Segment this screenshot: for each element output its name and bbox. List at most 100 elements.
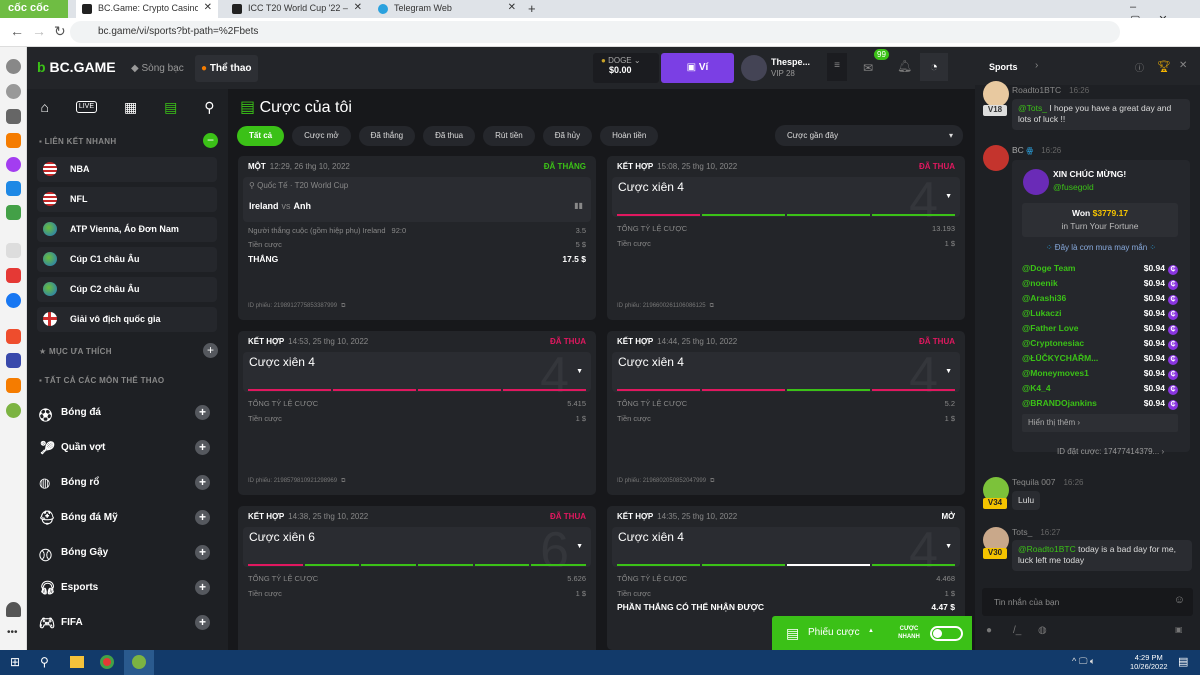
recipient-name[interactable]: @Lukaczi — [1022, 308, 1062, 318]
quick-link-item[interactable]: Cúp C1 châu Âu — [37, 247, 217, 272]
tab-bcgame[interactable]: BC.Game: Crypto Casino Gam ✕ — [76, 0, 218, 18]
rain-bet-id[interactable]: ID đặt cược: 17477414379... › — [1057, 447, 1165, 456]
show-more-button[interactable]: Hiển thị thêm › — [1022, 414, 1178, 432]
sport-item[interactable]: ⚽︎ Bóng đá + — [37, 403, 220, 423]
reload-icon[interactable]: ↻ — [54, 23, 66, 39]
copy-icon[interactable]: ⧉ — [341, 303, 346, 309]
add-sport-button[interactable]: + — [195, 475, 210, 490]
new-tab-button[interactable]: + — [528, 1, 536, 16]
file-explorer-icon[interactable] — [70, 656, 84, 668]
add-icon[interactable] — [6, 243, 21, 258]
trophy-icon[interactable]: 🏆︎ — [1157, 61, 1171, 73]
caret-down-icon[interactable]: ▼ — [576, 543, 583, 550]
recipient-name[interactable]: @K4_4 — [1022, 383, 1051, 393]
sport-item[interactable]: ⛑︎ Bóng đá Mỹ + — [37, 508, 220, 528]
quick-link-item[interactable]: NBA — [37, 157, 217, 182]
chrome-icon[interactable] — [100, 655, 114, 669]
rain-icon[interactable]: ● — [986, 625, 993, 636]
stats-icon[interactable]: ▮▮ — [574, 201, 583, 210]
close-tab-icon[interactable]: ✕ — [353, 2, 362, 13]
recipient-name[interactable]: @Arashi36 — [1022, 293, 1067, 303]
avatar[interactable] — [983, 81, 1009, 107]
caret-down-icon[interactable]: ▼ — [576, 368, 583, 375]
history-icon[interactable] — [6, 84, 21, 99]
combo-box[interactable]: 4 Cược xiên 4 ▼ — [612, 527, 960, 567]
currency-selector[interactable]: ● DOGE ⌄ $0.00 — [593, 53, 659, 83]
mention[interactable]: @Tots_ — [1018, 103, 1047, 113]
wallet-button[interactable]: ▣ Ví — [661, 53, 734, 83]
sort-select[interactable]: Cược gần đây ▾ — [775, 125, 963, 146]
emoji-icon[interactable]: ☺ — [1173, 594, 1185, 606]
bell-icon[interactable]: 🔔︎ — [897, 59, 913, 73]
copy-icon[interactable]: ⧉ — [710, 478, 715, 484]
back-icon[interactable]: ← — [10, 23, 24, 39]
command-icon[interactable]: /_ — [1013, 625, 1022, 636]
quick-bet-toggle[interactable] — [930, 626, 963, 641]
recipient-name[interactable]: @BRANDOjankins — [1022, 398, 1097, 408]
bet-card[interactable]: KẾT HỢP 14:44, 25 thg 10, 2022 ĐÃ THUA 4 Cượ… — [607, 331, 965, 495]
nav-sports[interactable]: ● Thể thao — [195, 55, 258, 82]
close-chat-icon[interactable]: ✕ — [1179, 60, 1188, 71]
sport-item[interactable]: 🎮︎ FIFA + — [37, 613, 220, 633]
recipient-name[interactable]: @Cryptonesiac — [1022, 338, 1085, 348]
chevron-right-icon[interactable]: › — [1035, 60, 1039, 71]
sport-item[interactable]: ◍ Bóng rổ + — [37, 473, 220, 493]
avatar[interactable] — [741, 55, 767, 81]
filter-tab[interactable]: Đã hủy — [542, 126, 593, 146]
bet-card[interactable]: KẾT HỢP 15:08, 25 thg 10, 2022 ĐÃ THUA 4 Cượ… — [607, 156, 965, 320]
bet-card[interactable]: KẾT HỢP 14:38, 25 thg 10, 2022 ĐÃ THUA 6 Cượ… — [238, 506, 596, 670]
caret-down-icon[interactable]: ▼ — [945, 543, 952, 550]
list-icon[interactable] — [6, 109, 21, 124]
quick-link-item[interactable]: ATP Vienna, Áo Đơn Nam — [37, 217, 217, 242]
username[interactable]: Thespe... — [771, 57, 811, 67]
filter-tab[interactable]: Tất cả — [237, 126, 285, 146]
browser-brand[interactable]: cốc cốc — [0, 0, 68, 18]
combo-box[interactable]: 4 Cược xiên 4 ▼ — [612, 352, 960, 392]
collapse-quick-links-button[interactable]: − — [203, 133, 218, 148]
nav-casino[interactable]: ◆ Sòng bạc — [125, 55, 190, 82]
quick-link-item[interactable]: Giải vô địch quốc gia — [37, 307, 217, 332]
calendar-icon[interactable]: ▦ — [123, 99, 138, 115]
ticket-icon[interactable] — [6, 378, 21, 393]
filter-tab[interactable]: Đã thua — [423, 126, 476, 146]
filter-tab[interactable]: Đã thắng — [358, 126, 416, 146]
coccoc-taskbar-icon[interactable] — [124, 650, 154, 675]
more-icon[interactable]: ••• — [7, 627, 18, 638]
filter-tab[interactable]: Rút tiền — [483, 126, 535, 146]
add-favorite-button[interactable]: + — [203, 343, 218, 358]
close-tab-icon[interactable]: ✕ — [203, 2, 212, 13]
live-icon[interactable]: LIVE — [75, 101, 98, 113]
windows-start-icon[interactable]: ⊞ — [10, 655, 21, 669]
game-icon[interactable] — [6, 205, 21, 220]
combo-box[interactable]: 6 Cược xiên 6 ▼ — [243, 527, 591, 567]
home-icon[interactable]: ⌂ — [40, 99, 49, 115]
close-tab-icon[interactable]: ✕ — [507, 2, 516, 13]
app-icon[interactable] — [6, 353, 21, 368]
copy-icon[interactable]: ⧉ — [341, 478, 346, 484]
shopee-icon[interactable] — [6, 329, 21, 344]
my-bets-icon[interactable]: ▤ — [164, 99, 178, 115]
bet-card[interactable]: MỘT 12:29, 26 thg 10, 2022 ĐÃ THẮNG ⚲ Quốc … — [238, 156, 596, 320]
add-sport-button[interactable]: + — [195, 545, 210, 560]
filter-tab[interactable]: Hoàn tiền — [600, 126, 659, 146]
action-center-icon[interactable]: ▤ — [1178, 656, 1189, 668]
recipient-name[interactable]: @Doge Team — [1022, 263, 1076, 273]
notification-bell-icon[interactable] — [6, 602, 21, 617]
clock[interactable]: 4:29 PM 10/26/2022 — [1130, 653, 1168, 671]
sport-item[interactable]: ⚾︎ Bóng Gậy + — [37, 543, 220, 563]
recipient-name[interactable]: @noenik — [1022, 278, 1058, 288]
chat-room-select[interactable]: Sports — [989, 62, 1018, 72]
combo-box[interactable]: 4 Cược xiên 4 ▼ — [243, 352, 591, 392]
sport-item[interactable]: 🎧︎ Esports + — [37, 578, 220, 598]
quick-link-item[interactable]: NFL — [37, 187, 217, 212]
bet-card[interactable]: KẾT HỢP 14:53, 25 thg 10, 2022 ĐÃ THUA 4 Cượ… — [238, 331, 596, 495]
facebook-icon[interactable] — [6, 293, 21, 308]
coccoc-game-icon[interactable] — [6, 403, 21, 418]
sport-item[interactable]: 🎾︎ Quần vợt + — [37, 438, 220, 458]
search-icon[interactable]: ⚲ — [204, 99, 215, 115]
recipient-name[interactable]: @Father Love — [1022, 323, 1079, 333]
bcgame-logo[interactable]: b BC.GAME — [37, 59, 116, 75]
messenger-icon[interactable] — [6, 157, 21, 172]
add-sport-button[interactable]: + — [195, 440, 210, 455]
tab-icc[interactable]: ICC T20 World Cup '22 – $50 ✕ — [226, 0, 368, 18]
